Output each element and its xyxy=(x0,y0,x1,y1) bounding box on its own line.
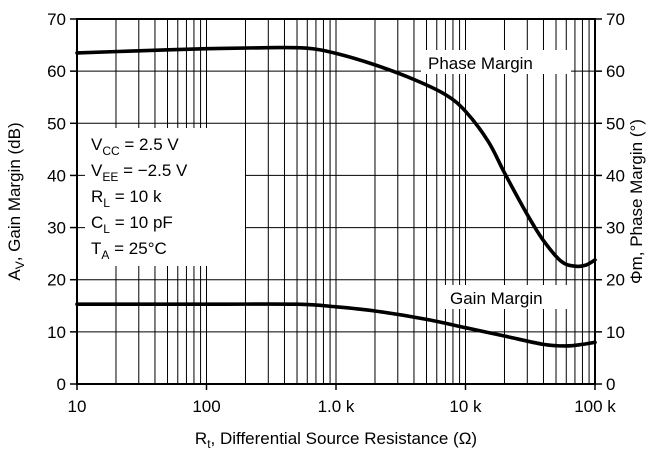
x-tick-label: 1.0 k xyxy=(318,397,355,416)
conditions-box xyxy=(85,128,245,266)
condition-line: VEE = −2.5 V xyxy=(91,161,188,184)
curves xyxy=(75,45,597,348)
tick-labels: 10 100 1.0 k 10 k 100 k010203040506070010203… xyxy=(47,10,625,416)
x-axis-label: Rt, Differential Source Resistance (Ω) xyxy=(195,429,477,450)
y-left-tick-label: 10 xyxy=(47,323,66,342)
y-left-tick-label: 70 xyxy=(47,10,66,29)
phase-margin-label: Phase Margin xyxy=(428,54,533,73)
y-right-tick-label: 30 xyxy=(606,219,625,238)
x-tick-label: 100 xyxy=(192,397,220,416)
condition-line: VCC = 2.5 V xyxy=(91,135,179,158)
y-right-tick-label: 60 xyxy=(606,62,625,81)
gain-margin-label: Gain Margin xyxy=(450,289,543,308)
x-tick-label: 100 k xyxy=(574,397,616,416)
y-left-tick-label: 50 xyxy=(47,114,66,133)
y-right-tick-label: 40 xyxy=(606,166,625,185)
x-tick-label: 10 xyxy=(68,397,87,416)
condition-line: TA = 25°C xyxy=(91,239,167,262)
y-left-tick-label: 40 xyxy=(47,166,66,185)
conditions: VCC = 2.5 V VEE = −2.5 V RL = 10 k CL = 10 … xyxy=(91,135,188,262)
condition-line: RL = 10 k xyxy=(91,187,162,210)
condition-line: CL = 10 pF xyxy=(91,213,173,236)
phase-margin-curve xyxy=(75,45,597,269)
y-left-tick-label: 30 xyxy=(47,219,66,238)
gain-margin-curve xyxy=(75,302,597,348)
y-axis-left-label: AV, Gain Margin (dB) xyxy=(5,122,27,280)
y-right-tick-label: 0 xyxy=(606,375,615,394)
y-left-tick-label: 0 xyxy=(57,375,66,394)
y-left-tick-label: 60 xyxy=(47,62,66,81)
y-left-tick-label: 20 xyxy=(47,271,66,290)
y-axis-right-label: Φm, Phase Margin (°) xyxy=(627,119,646,284)
y-right-tick-label: 20 xyxy=(606,271,625,290)
y-right-tick-label: 50 xyxy=(606,114,625,133)
x-tick-label: 10 k xyxy=(449,397,482,416)
y-right-tick-label: 10 xyxy=(606,323,625,342)
gain-margin-label-bg xyxy=(443,285,571,309)
phase-margin-label-bg xyxy=(421,50,571,74)
y-right-tick-label: 70 xyxy=(606,10,625,29)
